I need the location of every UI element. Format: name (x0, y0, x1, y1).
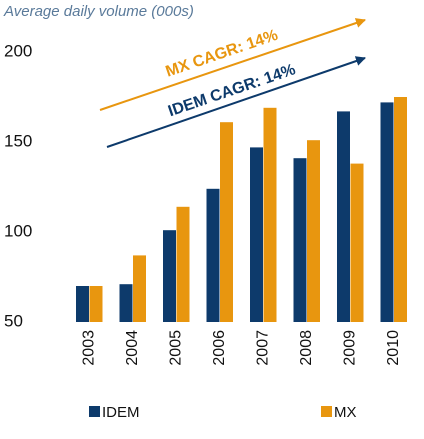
bar (220, 122, 233, 322)
x-tick-label: 2005 (168, 330, 185, 366)
y-tick-label: 150 (4, 131, 32, 150)
x-tick-label: 2003 (81, 330, 98, 366)
chart-title: Average daily volume (000s) (3, 3, 194, 20)
bar (133, 255, 146, 322)
bar (350, 163, 364, 322)
bar (307, 140, 320, 322)
x-tick-label: 2010 (385, 330, 402, 366)
y-tick-label: 50 (4, 311, 23, 330)
x-tick-label: 2007 (255, 330, 272, 366)
legend-label: MX (334, 404, 357, 421)
bar (89, 286, 103, 322)
bar (206, 188, 220, 322)
bar (293, 158, 307, 322)
bar (250, 147, 263, 322)
legend-swatch (89, 406, 100, 417)
bar (337, 111, 350, 323)
bar (394, 97, 407, 322)
bar (76, 286, 89, 322)
x-tick-label: 2008 (298, 330, 315, 366)
arrow (106, 56, 366, 148)
legend-label: IDEM (102, 404, 140, 421)
bar (119, 284, 133, 322)
x-tick-label: 2009 (342, 330, 359, 366)
bar (176, 206, 190, 322)
y-tick-label: 100 (4, 221, 32, 240)
bar (163, 230, 176, 322)
x-tick-label: 2004 (124, 330, 141, 366)
bar (380, 102, 394, 323)
arrow (99, 18, 366, 111)
bar (263, 107, 277, 322)
legend-swatch (321, 406, 332, 417)
y-tick-label: 200 (4, 41, 32, 60)
x-tick-label: 2006 (211, 330, 228, 366)
